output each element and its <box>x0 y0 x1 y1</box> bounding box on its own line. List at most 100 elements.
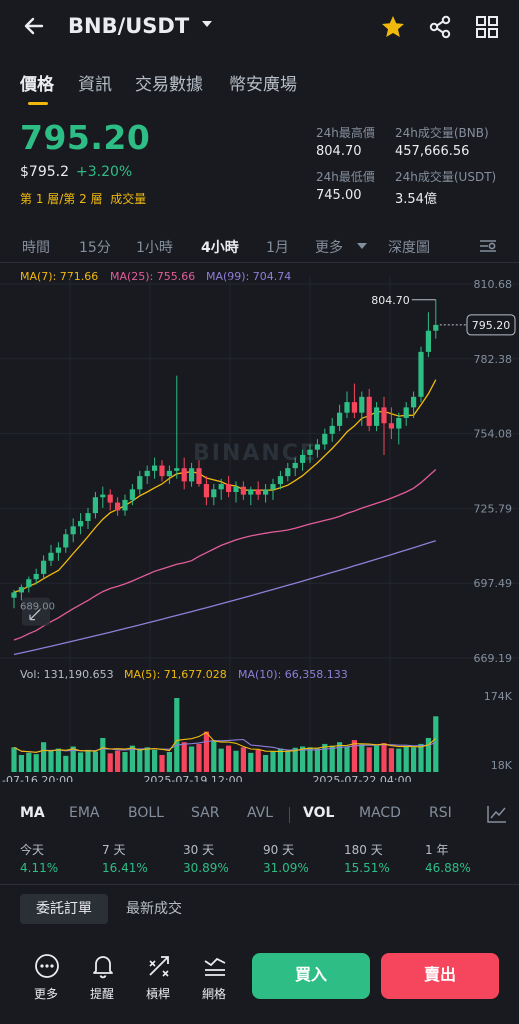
layer-tag[interactable]: 第 1 層/第 2 層 成交量 <box>20 190 146 207</box>
volume-bar <box>300 746 306 772</box>
chart-settings-icon[interactable] <box>478 236 498 256</box>
candle-body <box>100 494 106 498</box>
pair-title[interactable]: BNB/USDT <box>68 14 190 38</box>
x-tick-label: -07-16 20:00 <box>2 774 73 782</box>
volume-bar <box>337 742 343 772</box>
ind-sar[interactable]: SAR <box>191 805 220 821</box>
tf-4h[interactable]: 4小時 <box>201 240 239 256</box>
candle-body <box>107 494 113 503</box>
vol-bnb-label: 24h成交量(BNB) <box>395 126 489 140</box>
volume-bar <box>270 751 276 772</box>
ind-rsi[interactable]: RSI <box>429 805 452 821</box>
grid-label[interactable]: 網格 <box>202 987 227 1001</box>
vol-usdt-label: 24h成交量(USDT) <box>395 170 497 184</box>
ind-ma[interactable]: MA <box>20 805 45 821</box>
tab-trading-data[interactable]: 交易數據 <box>135 75 203 95</box>
candle-body <box>78 521 84 527</box>
bell-icon[interactable] <box>90 953 116 979</box>
y-tick-label: 810.68 <box>474 278 513 291</box>
candle-body <box>351 402 357 413</box>
candle-body <box>233 486 239 492</box>
buy-button[interactable]: 買入 <box>252 953 370 999</box>
tf-time[interactable]: 時間 <box>22 240 50 256</box>
volume-bar <box>329 745 335 772</box>
y-tick-label: 669.19 <box>474 652 513 665</box>
back-arrow-icon[interactable] <box>20 12 48 40</box>
volume-tag: 成交量 <box>110 192 147 206</box>
vol-usdt-value: 3.54億 <box>395 192 437 207</box>
tf-15m[interactable]: 15分 <box>79 240 111 256</box>
leverage-label[interactable]: 槓桿 <box>146 987 171 1001</box>
candle-body <box>122 499 128 511</box>
candle-body <box>300 454 306 463</box>
vol-tick-label: 174K <box>484 690 513 703</box>
tf-1h[interactable]: 1小時 <box>136 240 173 256</box>
volume-bar <box>240 747 246 772</box>
star-icon[interactable] <box>380 14 406 40</box>
volume-bar <box>285 750 291 772</box>
ind-ema[interactable]: EMA <box>69 805 100 821</box>
tf-depth[interactable]: 深度圖 <box>388 240 430 256</box>
volume-bar <box>137 748 143 772</box>
volume-bar <box>181 742 187 772</box>
tab-info[interactable]: 資訊 <box>78 75 112 95</box>
candle-body <box>388 423 394 429</box>
y-tick-label: 697.49 <box>474 577 513 590</box>
indicator-chart-icon[interactable] <box>486 804 508 824</box>
high-value: 804.70 <box>316 144 362 159</box>
candlestick-chart[interactable]: BINANCE 804.70 795.20 689.00 810.68 782.38 7… <box>0 262 519 782</box>
more-label[interactable]: 更多 <box>34 987 59 1001</box>
more-icon[interactable] <box>34 953 60 979</box>
volume-bar <box>144 747 150 772</box>
ind-vol[interactable]: VOL <box>303 805 335 821</box>
tf-more[interactable]: 更多 <box>315 240 343 256</box>
low-marker-label: 689.00 <box>20 602 55 613</box>
alert-label[interactable]: 提醒 <box>90 987 115 1001</box>
volume-bar <box>359 744 365 772</box>
candle-body <box>137 476 143 490</box>
volume-bar <box>63 755 69 772</box>
y-tick-label: 725.79 <box>474 502 513 515</box>
leverage-icon[interactable] <box>146 953 172 979</box>
last-price-box <box>466 314 516 336</box>
tab-underline <box>28 102 48 105</box>
ind-avl[interactable]: AVL <box>247 805 274 821</box>
candle-body <box>425 330 431 352</box>
ind-boll[interactable]: BOLL <box>128 805 164 821</box>
candle-body <box>411 396 417 408</box>
perf-value: 46.88% <box>425 861 471 875</box>
tab-square[interactable]: 幣安廣場 <box>229 75 297 95</box>
low-label: 24h最低價 <box>316 170 375 184</box>
volume-bar <box>107 753 113 772</box>
tab-open-orders[interactable]: 委託訂單 <box>20 894 108 924</box>
tab-price[interactable]: 價格 <box>20 75 54 95</box>
volume-bar <box>174 698 180 772</box>
candle-body <box>314 444 320 450</box>
candle-body <box>181 468 187 482</box>
volume-bar <box>263 754 269 772</box>
perf-value: 4.11% <box>20 861 59 875</box>
candle-body <box>337 412 343 426</box>
grid-icon[interactable] <box>474 14 500 40</box>
expand-icon <box>22 597 50 626</box>
volume-bar <box>48 750 54 772</box>
candle-body <box>48 552 54 561</box>
grid-trading-icon[interactable] <box>202 953 228 979</box>
sell-button[interactable]: 賣出 <box>381 953 499 999</box>
share-icon[interactable] <box>427 14 453 40</box>
vol-ma5-legend: MA(5): 71,677.028 <box>124 668 227 681</box>
tf-1month[interactable]: 1月 <box>266 240 289 256</box>
candle-body <box>418 351 424 397</box>
volume-bar <box>226 745 232 772</box>
perf-value: 30.89% <box>183 861 229 875</box>
candle-body <box>248 489 254 495</box>
volume-bar <box>129 745 135 772</box>
chevron-down-icon[interactable] <box>200 17 214 31</box>
candle-body <box>359 396 365 413</box>
chevron-down-icon[interactable] <box>356 241 368 251</box>
candle-body <box>85 513 91 522</box>
tab-latest-trades[interactable]: 最新成交 <box>126 901 182 917</box>
volume-bar <box>366 747 372 772</box>
candle-body <box>240 486 246 495</box>
ind-macd[interactable]: MACD <box>359 805 401 821</box>
